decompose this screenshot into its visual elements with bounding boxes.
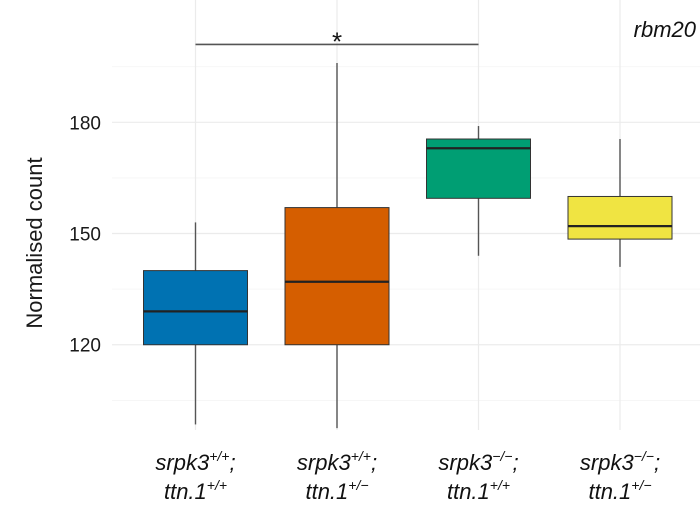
box (143, 270, 248, 346)
box-group (567, 139, 673, 267)
boxes (143, 63, 673, 429)
x-tick-label-line1: srpk3−/−; (438, 448, 518, 475)
y-tick-label: 150 (69, 225, 101, 246)
x-tick-label-line2: ttn.1+/+ (164, 477, 227, 504)
box-group (426, 126, 531, 256)
box-group (284, 63, 390, 429)
box (284, 207, 390, 346)
box (567, 195, 673, 240)
significance-annotations: * (195, 26, 479, 56)
x-tick-label-line1: srpk3+/+; (297, 448, 377, 475)
box-group (143, 222, 248, 425)
y-axis-label: Normalised count (22, 157, 47, 328)
x-tick-label-line2: ttn.1+/+ (447, 477, 510, 504)
y-tick-label: 180 (69, 113, 101, 134)
y-axis: 120 150 180 (69, 113, 101, 356)
significance-star: * (332, 26, 342, 56)
x-tick-label-line2: ttn.1+/− (588, 477, 651, 504)
x-axis: srpk3+/+;ttn.1+/+srpk3+/+;ttn.1+/−srpk3−… (155, 448, 660, 504)
y-tick-label: 120 (69, 336, 101, 357)
x-tick-label-line2: ttn.1+/− (305, 477, 368, 504)
x-tick-label-line1: srpk3+/+; (155, 448, 235, 475)
chart-title: rbm20 (634, 17, 697, 42)
x-tick-label-line1: srpk3−/−; (580, 448, 660, 475)
